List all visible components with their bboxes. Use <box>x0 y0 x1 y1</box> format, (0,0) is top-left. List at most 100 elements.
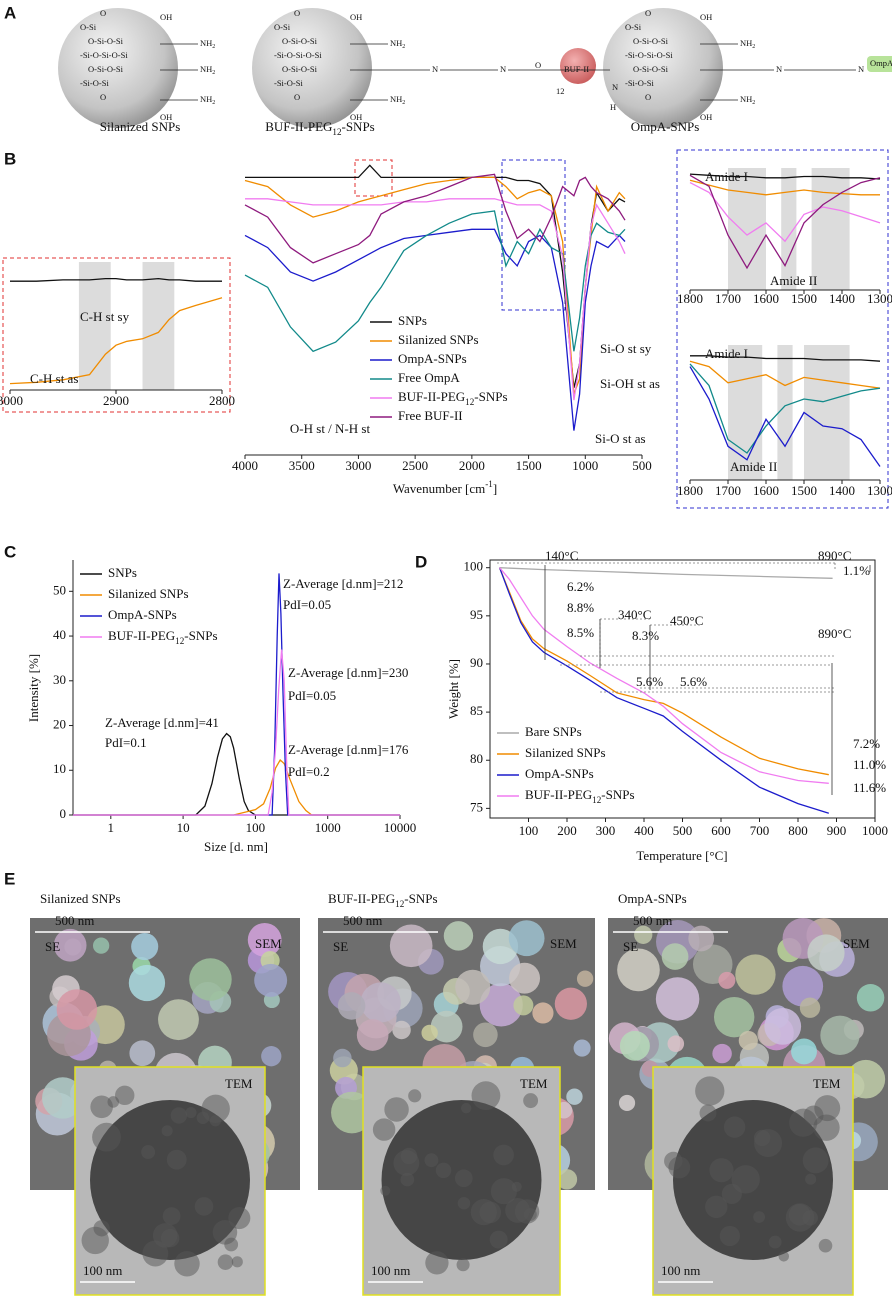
annotation: PdI=0.05 <box>288 688 336 703</box>
scale-label: 500 nm <box>633 913 672 928</box>
x-tick-label: 1400 <box>829 483 855 498</box>
annotation: Si-O st sy <box>600 341 652 356</box>
tem-grain <box>768 1235 782 1249</box>
annotation: 6.2% <box>567 579 594 594</box>
annotation: Amide II <box>730 459 777 474</box>
chem-text: O-Si <box>625 22 642 32</box>
tem-grain <box>162 1207 181 1225</box>
x-tick-label: 3000 <box>345 458 371 473</box>
particle <box>566 1088 583 1105</box>
tem-grain <box>785 1203 815 1232</box>
particle <box>712 1043 732 1064</box>
annotation: Z-Average [d.nm]=230 <box>288 665 408 680</box>
x-tick-label: 200 <box>557 823 577 838</box>
x-tick-label: 1600 <box>753 483 779 498</box>
tem-grain <box>425 1251 449 1275</box>
x-tick-label: 1000 <box>862 823 888 838</box>
x-tick-label: 1500 <box>791 483 817 498</box>
sem-label: SEM <box>550 936 577 951</box>
caption: Silanized SNPs <box>100 119 181 134</box>
x-axis-label: Wavenumber [cm-1] <box>393 479 497 496</box>
tem-grain <box>723 1116 746 1138</box>
tem-grain <box>813 1114 840 1141</box>
nanoparticle <box>252 8 372 128</box>
series-line <box>498 567 829 814</box>
x-tick-label: 500 <box>673 823 693 838</box>
series-line <box>244 228 626 431</box>
chem-text: O-Si-O-Si <box>633 36 669 46</box>
tem-grain <box>753 1211 766 1223</box>
y-axis-label: Weight [%] <box>446 659 461 719</box>
particle <box>735 954 776 995</box>
chem-text: 12 <box>556 86 565 96</box>
series-line <box>689 173 881 180</box>
tem-grain <box>471 1081 501 1111</box>
annotation: 340°C <box>618 607 651 622</box>
band <box>78 262 111 390</box>
annotation: 11.6% <box>853 780 886 795</box>
tem-grain <box>470 1198 497 1226</box>
legend-label: Silanized SNPs <box>525 745 606 760</box>
panel-label: D <box>415 552 427 571</box>
tem-grain <box>424 1153 439 1168</box>
scale-label: 100 nm <box>83 1263 122 1278</box>
chem-text: -Si-O-Si <box>80 78 109 88</box>
sem-label: SEM <box>843 936 870 951</box>
caption: OmpA-SNPs <box>631 119 700 134</box>
tem-grain <box>490 1178 517 1205</box>
tem-grain <box>194 1197 214 1216</box>
particle <box>508 920 545 957</box>
chem-text: NH2 <box>200 94 215 106</box>
annotation: Z-Average [d.nm]=176 <box>288 742 409 757</box>
particle <box>356 1019 389 1051</box>
tem-grain <box>224 1237 239 1252</box>
tem-grain <box>505 1197 531 1223</box>
legend-label: SNPs <box>108 565 137 580</box>
chem-text: N <box>612 82 618 92</box>
y-axis-label: Intensity [%] <box>26 654 41 722</box>
particle <box>791 1038 817 1065</box>
chem-text: OH <box>160 112 172 122</box>
scale-label: 500 nm <box>55 913 94 928</box>
band <box>781 168 797 290</box>
caption: Silanized SNPs <box>40 891 121 906</box>
chem-text: O <box>100 8 106 18</box>
particle <box>667 1035 685 1053</box>
x-tick-label: 1000 <box>315 820 341 835</box>
particle <box>131 932 159 961</box>
chem-text: N <box>858 64 864 74</box>
series-line <box>689 360 881 389</box>
legend-label: Free OmpA <box>398 370 460 385</box>
se-label: SE <box>45 939 60 954</box>
particle <box>254 963 288 997</box>
annotation: Si-O st as <box>595 431 646 446</box>
particle <box>738 1030 758 1051</box>
x-tick-label: 600 <box>711 823 731 838</box>
annotation: 11.0% <box>853 757 886 772</box>
tem-grain <box>209 1115 222 1127</box>
legend-label: Silanized SNPs <box>108 586 189 601</box>
chem-text: NH2 <box>200 38 215 50</box>
annotation: Z-Average [d.nm]=212 <box>283 576 403 591</box>
particle <box>360 982 401 1023</box>
caption: BUF-II-PEG12-SNPs <box>265 119 375 137</box>
particle <box>56 989 98 1030</box>
series-line <box>245 198 626 401</box>
chem-text: O-Si-O-Si <box>282 36 318 46</box>
nanoparticle <box>58 8 178 128</box>
tem-grain <box>161 1125 173 1137</box>
chem-text: NH2 <box>740 94 755 106</box>
band <box>728 345 763 480</box>
tem-grain <box>754 1129 783 1158</box>
tem-grain <box>372 1118 396 1141</box>
series-line <box>499 567 833 579</box>
tem-grain <box>90 1095 113 1119</box>
annotation: 890°C <box>818 548 851 563</box>
y-tick-label: 0 <box>60 806 67 821</box>
particle <box>573 1039 591 1057</box>
particle <box>443 921 474 951</box>
zoom-box <box>501 159 566 311</box>
particle <box>261 1046 282 1067</box>
chem-text: OmpA <box>870 58 892 68</box>
particle <box>509 962 541 994</box>
